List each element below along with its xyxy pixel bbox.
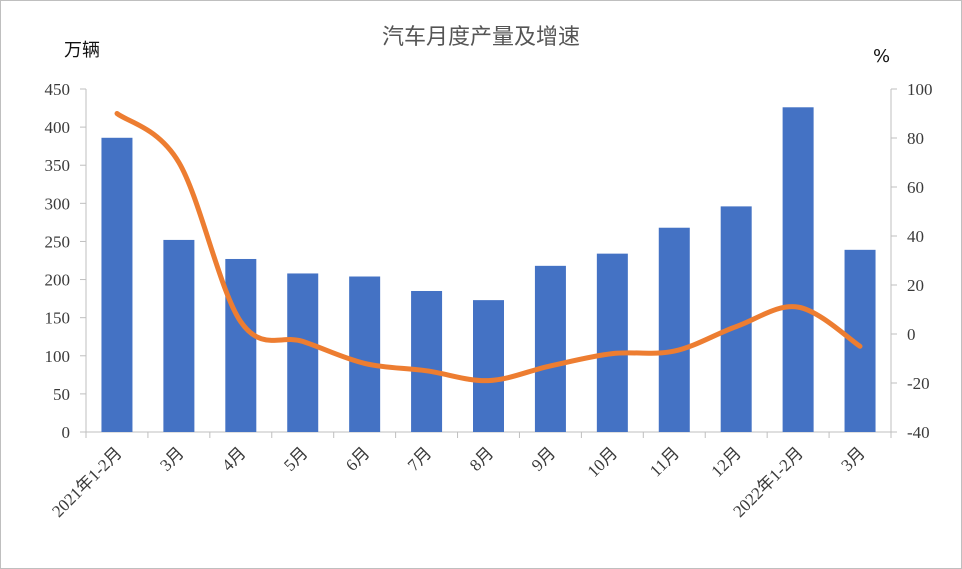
right-tick-label: 60 [907,178,924,197]
right-tick-label: 0 [907,325,916,344]
right-tick-label: 40 [907,227,924,246]
bar [101,137,133,432]
bar [163,239,195,432]
bar-series [101,107,876,432]
bar [782,107,814,432]
bar [473,300,504,432]
left-axis-unit: 万辆 [64,40,100,61]
right-tick-label: 80 [907,129,924,148]
left-tick-label: 200 [45,271,71,290]
left-tick-label: 400 [45,118,71,137]
bar [720,206,752,432]
growth-rate-line [114,111,863,384]
left-tick-label: 350 [45,156,71,175]
bar [534,265,566,432]
right-tick-label: 100 [907,80,933,99]
right-tick-label: -20 [907,374,930,393]
right-tick-label: 20 [907,276,924,295]
left-tick-label: 0 [62,423,71,442]
left-tick-label: 50 [53,385,70,404]
left-tick-label: 100 [45,347,71,366]
right-axis-unit: % [873,46,890,67]
bar [411,290,443,432]
left-tick-label: 250 [45,232,71,251]
bar [349,276,381,432]
left-tick-label: 450 [45,80,71,99]
bar [287,273,319,432]
bar [596,253,628,432]
bar [225,258,257,432]
line-series [114,111,863,384]
left-tick-label: 150 [45,309,71,328]
right-tick-label: -40 [907,423,930,442]
left-tick-label: 300 [45,194,71,213]
chart-title: 汽车月度产量及增速 [382,25,580,50]
bar [658,227,690,432]
